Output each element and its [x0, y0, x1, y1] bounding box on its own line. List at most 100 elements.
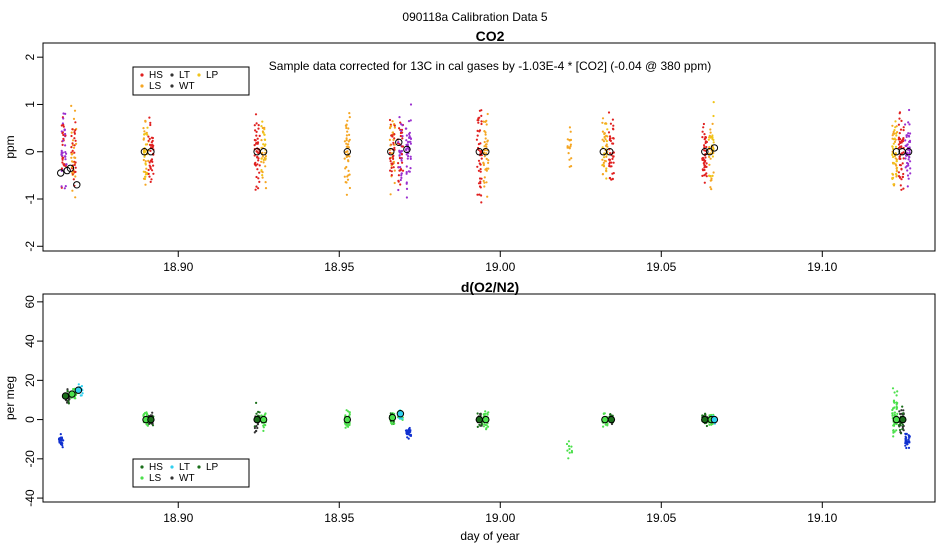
- co2-data-point: [705, 140, 709, 144]
- co2-data-point: [478, 130, 481, 133]
- co2-data-point: [147, 172, 150, 175]
- co2-data-point: [604, 138, 607, 141]
- co2-data-point: [711, 134, 714, 137]
- co2-data-point: [483, 176, 486, 179]
- co2-data-point: [898, 117, 901, 120]
- co2-x-tick-label: 19.00: [485, 260, 515, 274]
- co2-data-point: [393, 143, 396, 146]
- o2n2-data-point: [262, 429, 265, 432]
- o2n2-data-point: [346, 424, 349, 428]
- o2n2-mean-marker: [253, 415, 261, 424]
- co2-data-point: [601, 163, 604, 166]
- co2-data-point: [399, 134, 402, 138]
- co2-data-point: [480, 122, 483, 126]
- co2-data-point: [74, 161, 77, 164]
- o2n2-data-point: [904, 435, 907, 438]
- co2-data-point: [408, 135, 411, 138]
- co2-data-point: [400, 172, 403, 175]
- co2-data-point: [149, 146, 153, 149]
- co2-data-point: [892, 155, 895, 159]
- co2-data-point: [398, 143, 401, 146]
- co2-data-point: [405, 187, 409, 190]
- co2-data-point: [346, 119, 349, 122]
- co2-data-point: [64, 132, 67, 136]
- o2n2-data-point: [567, 445, 571, 448]
- co2-data-point: [705, 175, 708, 178]
- o2n2-data-point: [901, 423, 905, 426]
- co2-data-point: [64, 144, 67, 147]
- co2-data-point: [348, 138, 351, 141]
- o2n2-data-point: [908, 440, 911, 443]
- co2-data-point: [601, 146, 604, 149]
- co2-data-point: [257, 177, 260, 180]
- o2n2-data-point: [484, 410, 487, 413]
- co2-data-point: [60, 151, 63, 154]
- co2-data-point: [347, 140, 350, 143]
- o2n2-data-point: [58, 441, 61, 444]
- o2n2-data-point: [58, 437, 61, 440]
- co2-mean-marker: [892, 148, 901, 156]
- o2n2-data-point: [895, 405, 898, 408]
- co2-data-point: [612, 137, 615, 140]
- co2-data-point: [892, 130, 895, 133]
- co2-data-point: [144, 162, 147, 165]
- co2-data-point: [709, 152, 712, 155]
- co2-data-point: [906, 169, 909, 172]
- co2-data-point: [343, 157, 346, 160]
- o2n2-legend-box: [132, 458, 250, 488]
- co2-data-point: [255, 150, 258, 153]
- co2-data-point: [568, 147, 571, 150]
- co2-data-point: [343, 140, 346, 143]
- co2-legend-marker-hs: [140, 73, 144, 77]
- co2-data-point: [608, 161, 612, 164]
- o2n2-legend-label-hs: HS: [149, 462, 163, 473]
- co2-data-point: [409, 119, 412, 122]
- co2-data-point: [62, 133, 65, 137]
- co2-data-point: [73, 163, 76, 166]
- co2-data-point: [391, 163, 394, 166]
- co2-data-point: [605, 143, 608, 146]
- co2-mean-marker: [403, 145, 411, 154]
- co2-data-point: [604, 122, 607, 125]
- co2-data-point: [264, 151, 267, 154]
- co2-data-point: [393, 133, 396, 136]
- o2n2-data-point: [485, 424, 488, 427]
- co2-data-point: [908, 149, 911, 152]
- co2-data-point: [609, 152, 612, 155]
- co2-data-point: [388, 157, 392, 160]
- o2n2-x-tick-label: 18.90: [163, 511, 193, 525]
- co2-data-point: [392, 166, 395, 169]
- co2-data-point: [74, 170, 77, 173]
- o2n2-mean-marker: [396, 410, 405, 418]
- o2n2-y-tick-label: 40: [23, 334, 37, 348]
- co2-data-point: [261, 155, 264, 158]
- co2-data-point: [708, 134, 711, 137]
- o2n2-y-tick-label: -40: [23, 489, 37, 507]
- co2-data-point: [602, 156, 606, 159]
- o2n2-data-point: [142, 414, 145, 417]
- co2-data-point: [345, 126, 348, 130]
- co2-data-point: [142, 127, 145, 130]
- o2n2-data-point: [485, 428, 488, 431]
- co2-data-point: [409, 103, 413, 106]
- co2-data-point: [144, 132, 147, 135]
- co2-data-point: [485, 157, 488, 160]
- co2-data-point: [484, 133, 487, 136]
- co2-data-point: [486, 149, 489, 152]
- o2n2-data-point: [902, 409, 905, 412]
- co2-data-point: [253, 124, 256, 127]
- co2-data-point: [390, 174, 393, 177]
- co2-data-point: [601, 117, 605, 120]
- co2-data-point: [711, 122, 714, 125]
- co2-data-point: [390, 152, 393, 155]
- co2-data-point: [262, 131, 265, 134]
- co2-data-point: [393, 181, 396, 185]
- co2-data-point: [606, 128, 609, 131]
- co2-mean-marker: [482, 148, 490, 156]
- co2-data-point: [904, 123, 907, 126]
- co2-data-point: [389, 160, 392, 163]
- o2n2-data-point: [570, 451, 574, 454]
- o2n2-legend-marker-lp: [197, 465, 201, 469]
- co2-data-point: [73, 109, 77, 112]
- o2n2-x-tick-label: 19.00: [485, 511, 515, 525]
